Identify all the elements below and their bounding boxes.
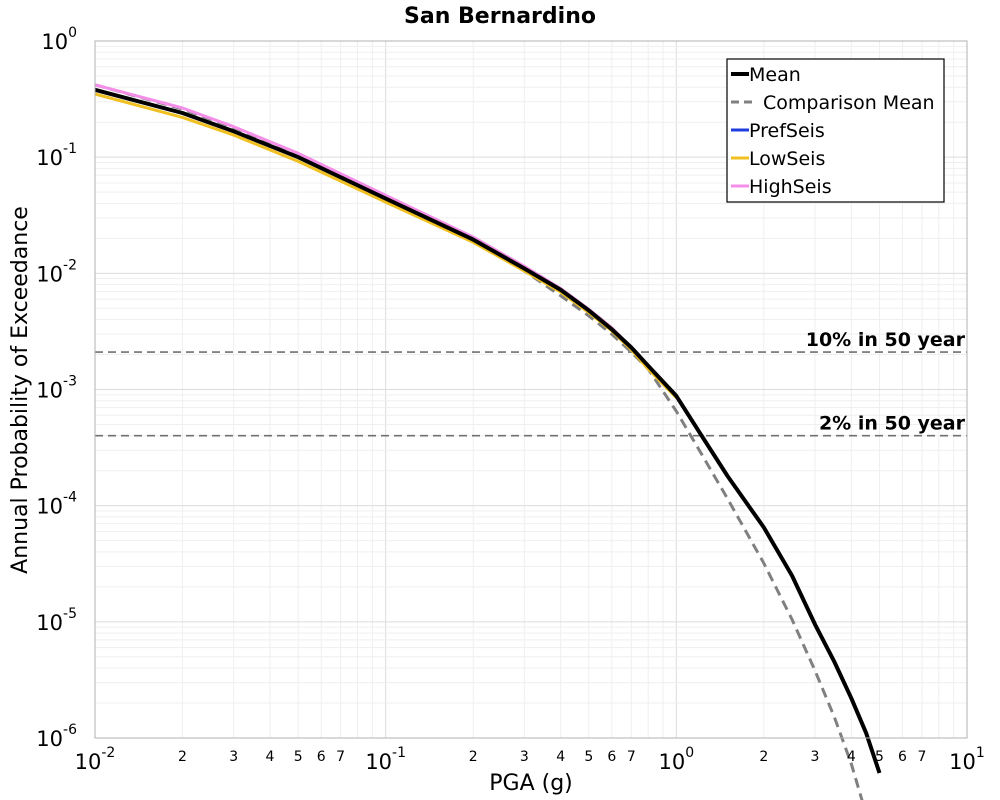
x-minor-tick-label: 2 [469, 749, 478, 765]
x-axis-label: PGA (g) [489, 771, 573, 796]
x-minor-tick-label: 3 [520, 749, 529, 765]
x-tick-label: 100 [659, 745, 695, 774]
legend-entry-label: Comparison Mean [763, 92, 935, 114]
plot-area-frame [94, 40, 968, 739]
x-minor-tick-label: 5 [875, 749, 884, 765]
x-minor-tick-label: 6 [898, 749, 907, 765]
legend-entry-label: PrefSeis [749, 120, 825, 142]
x-minor-tick-label: 5 [294, 749, 303, 765]
x-minor-tick-label: 3 [811, 749, 820, 765]
x-minor-tick-label: 4 [266, 749, 275, 765]
series-lines [94, 83, 882, 800]
y-tick-label: 10-5 [36, 606, 77, 635]
x-minor-tick-label: 7 [918, 749, 927, 765]
x-minor-tick-label: 2 [759, 749, 768, 765]
reference-line-label: 2% in 50 year [819, 413, 966, 435]
y-tick-label: 10-4 [36, 490, 77, 519]
y-tick-label: 10-3 [36, 374, 77, 403]
x-tick-label: 101 [949, 745, 985, 774]
y-tick-label: 10-1 [36, 141, 77, 170]
y-tick-label: 100 [41, 25, 77, 54]
y-tick-label: 10-6 [36, 722, 77, 751]
x-minor-tick-label: 2 [178, 749, 187, 765]
legend-entry-label: LowSeis [749, 148, 825, 170]
x-minor-tick-label: 7 [627, 749, 636, 765]
series-line-mean [94, 87, 882, 774]
y-axis-ticks: 100 10-1 10-2 10-3 10-4 10-5 10-6 [36, 25, 77, 751]
legend-box [726, 58, 945, 203]
x-minor-tick-label: 6 [317, 749, 326, 765]
y-tick-label: 10-2 [36, 257, 77, 286]
x-tick-label: 10-2 [75, 745, 116, 774]
legend-entry-label: Mean [749, 64, 801, 86]
legend-entry-label: HighSeis [749, 176, 832, 198]
x-minor-tick-label: 4 [556, 749, 565, 765]
reference-line-label: 10% in 50 year [806, 329, 966, 351]
chart-title: San Bernardino [404, 4, 596, 29]
grid [95, 41, 967, 738]
y-axis-label: Annual Probability of Exceedance [8, 206, 33, 574]
x-minor-tick-label: 6 [607, 749, 616, 765]
x-minor-tick-label: 4 [847, 749, 856, 765]
reference-lines: 10% in 50 year 2% in 50 year [95, 329, 967, 437]
x-tick-label: 10-1 [365, 745, 406, 774]
legend: Mean Comparison Mean PrefSeis LowSeis HighSe… [726, 58, 945, 203]
x-minor-tick-label: 7 [336, 749, 345, 765]
x-minor-tick-label: 3 [229, 749, 238, 765]
x-minor-tick-label: 5 [584, 749, 593, 765]
